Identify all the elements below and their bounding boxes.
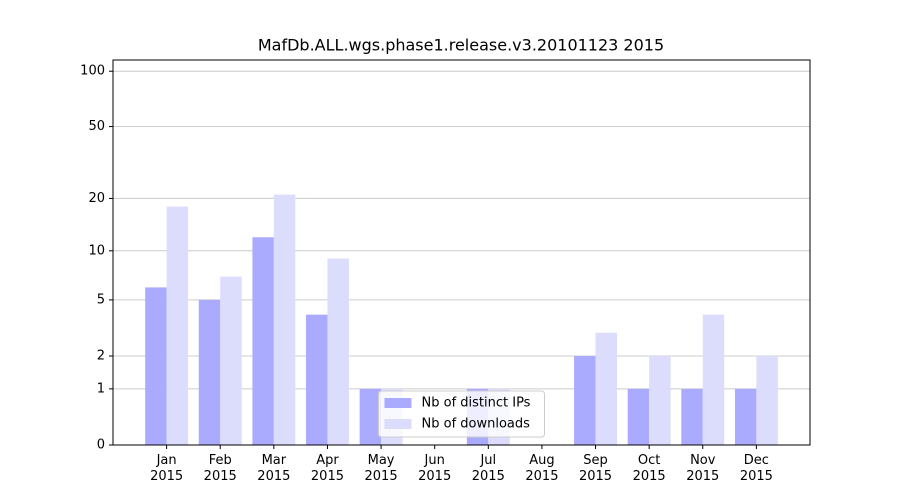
y-tick-label: 0 bbox=[97, 438, 105, 453]
bar bbox=[734, 388, 757, 445]
bar bbox=[252, 237, 274, 445]
x-tick-label: Jun 2015 bbox=[418, 453, 452, 484]
x-tick-label: Sep 2015 bbox=[578, 453, 613, 484]
legend-label: Nb of downloads bbox=[422, 417, 531, 432]
x-tick-label: Aug 2015 bbox=[525, 453, 559, 484]
y-tick-label: 50 bbox=[88, 119, 105, 134]
bar bbox=[166, 206, 189, 445]
x-tick-label: Dec 2015 bbox=[739, 453, 773, 484]
bar bbox=[756, 356, 778, 445]
bar bbox=[306, 314, 328, 445]
legend-swatch bbox=[384, 398, 412, 408]
y-tick-label: 10 bbox=[88, 243, 105, 258]
bar bbox=[145, 287, 167, 445]
bar bbox=[327, 258, 349, 445]
legend-box bbox=[378, 390, 545, 438]
x-tick-label: May 2015 bbox=[364, 453, 398, 484]
bar bbox=[627, 388, 650, 445]
bar bbox=[198, 299, 221, 445]
bar bbox=[649, 356, 671, 445]
x-tick-label: Oct 2015 bbox=[632, 453, 666, 484]
legend: Nb of distinct IPs Nb of downloads bbox=[378, 390, 545, 438]
x-tick-label: Mar 2015 bbox=[257, 453, 291, 484]
y-tick-label: 20 bbox=[88, 191, 105, 206]
x-tick-label: Feb 2015 bbox=[203, 453, 237, 484]
y-tick-label: 2 bbox=[97, 349, 105, 364]
legend-swatch bbox=[384, 419, 412, 429]
x-tick-label: Jan 2015 bbox=[150, 453, 184, 484]
bar bbox=[595, 332, 617, 445]
bar bbox=[273, 194, 296, 445]
chart-title: MafDb.ALL.wgs.phase1.release.v3.20101123… bbox=[258, 36, 664, 55]
plot-frame bbox=[112, 59, 811, 446]
legend-label: Nb of distinct IPs bbox=[422, 396, 531, 411]
bar bbox=[220, 276, 242, 445]
x-tick-label: Jul 2015 bbox=[471, 453, 505, 484]
bar bbox=[359, 388, 382, 445]
bar bbox=[574, 356, 596, 445]
bar bbox=[702, 314, 725, 445]
y-tick-label: 100 bbox=[80, 64, 105, 79]
x-tick-label: Nov 2015 bbox=[686, 453, 720, 484]
y-tick-label: 1 bbox=[97, 381, 105, 396]
x-tick-label: Apr 2015 bbox=[310, 453, 344, 484]
y-tick-label: 5 bbox=[97, 292, 105, 307]
bar bbox=[681, 388, 703, 445]
